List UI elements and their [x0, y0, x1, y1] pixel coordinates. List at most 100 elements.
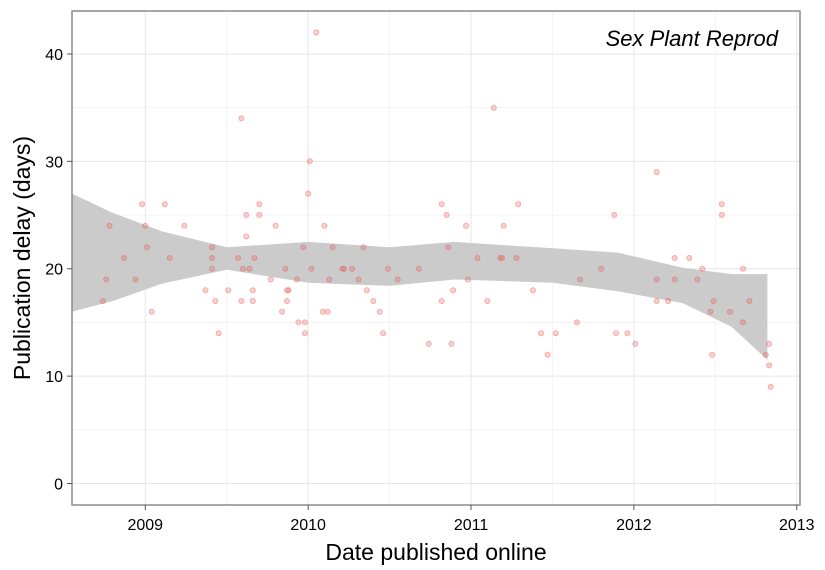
data-point — [202, 287, 209, 294]
data-point — [235, 254, 242, 261]
data-point — [282, 265, 289, 272]
data-point — [445, 244, 452, 251]
data-point — [103, 276, 110, 283]
data-point — [305, 190, 312, 197]
data-point — [538, 330, 545, 337]
confidence-band — [72, 193, 768, 360]
data-point — [267, 276, 274, 283]
y-tick-label: 40 — [45, 47, 63, 64]
data-point — [295, 319, 302, 326]
data-point — [301, 330, 308, 337]
data-point — [138, 201, 145, 208]
data-point — [339, 265, 346, 272]
data-point — [450, 287, 457, 294]
data-point — [632, 340, 639, 347]
data-point — [611, 211, 618, 218]
data-point — [181, 222, 188, 229]
data-point — [132, 276, 139, 283]
data-point — [256, 211, 263, 218]
data-point — [529, 287, 536, 294]
data-point — [694, 276, 701, 283]
data-point — [321, 222, 328, 229]
data-point — [246, 265, 253, 272]
data-point — [766, 340, 773, 347]
data-point — [283, 297, 290, 304]
data-point — [767, 383, 774, 390]
data-point — [249, 297, 256, 304]
data-point — [665, 297, 672, 304]
data-point — [225, 287, 232, 294]
data-point — [370, 297, 377, 304]
data-point — [326, 276, 333, 283]
data-point — [300, 244, 307, 251]
data-point — [243, 233, 250, 240]
data-point — [573, 319, 580, 326]
data-point — [464, 276, 471, 283]
data-point — [148, 308, 155, 315]
data-point — [718, 211, 725, 218]
x-tick-label: 2009 — [127, 517, 163, 534]
data-point — [249, 287, 256, 294]
data-point — [671, 254, 678, 261]
data-point — [448, 340, 455, 347]
data-point — [438, 297, 445, 304]
data-point — [209, 244, 216, 251]
data-point — [740, 319, 747, 326]
data-points — [99, 29, 774, 390]
data-point — [319, 308, 326, 315]
data-point — [308, 265, 315, 272]
data-point — [500, 222, 507, 229]
data-point — [394, 276, 401, 283]
data-point — [355, 276, 362, 283]
data-point — [306, 158, 313, 165]
data-point — [313, 29, 320, 36]
x-tick-label: 2010 — [290, 517, 326, 534]
data-point — [121, 254, 128, 261]
data-point — [360, 244, 367, 251]
data-point — [613, 330, 620, 337]
data-point — [515, 201, 522, 208]
data-point — [484, 297, 491, 304]
data-point — [490, 104, 497, 111]
data-point — [329, 244, 336, 251]
data-point — [415, 265, 422, 272]
data-point — [238, 115, 245, 122]
data-point — [699, 265, 706, 272]
x-axis-title: Date published online — [325, 539, 546, 565]
data-point — [544, 351, 551, 358]
data-point — [239, 265, 246, 272]
y-axis-ticks: 0 10 20 30 40 — [45, 47, 72, 494]
data-point — [463, 222, 470, 229]
data-point — [709, 351, 716, 358]
data-point — [438, 201, 445, 208]
data-point — [577, 276, 584, 283]
data-point — [443, 211, 450, 218]
data-point — [142, 222, 149, 229]
data-point — [301, 319, 308, 326]
data-point — [624, 330, 631, 337]
plot-border — [71, 10, 801, 506]
x-tick-label: 2012 — [616, 517, 652, 534]
data-point — [243, 211, 250, 218]
x-tick-label: 2011 — [454, 517, 489, 534]
data-point — [363, 287, 370, 294]
y-tick-label: 10 — [45, 369, 63, 386]
data-point — [686, 254, 693, 261]
data-point — [653, 276, 660, 283]
x-tick-label: 2013 — [779, 517, 815, 534]
data-point — [251, 254, 258, 261]
data-point — [293, 276, 300, 283]
data-point — [349, 265, 356, 272]
data-point — [99, 297, 106, 304]
data-point — [727, 308, 734, 315]
y-tick-label: 0 — [54, 477, 63, 494]
data-point — [746, 297, 753, 304]
data-point — [552, 330, 559, 337]
data-point — [340, 265, 347, 272]
data-point — [498, 254, 505, 261]
data-point — [653, 169, 660, 176]
data-point — [161, 201, 168, 208]
data-point — [279, 308, 286, 315]
chart-title: Sex Plant Reprod — [606, 26, 779, 51]
